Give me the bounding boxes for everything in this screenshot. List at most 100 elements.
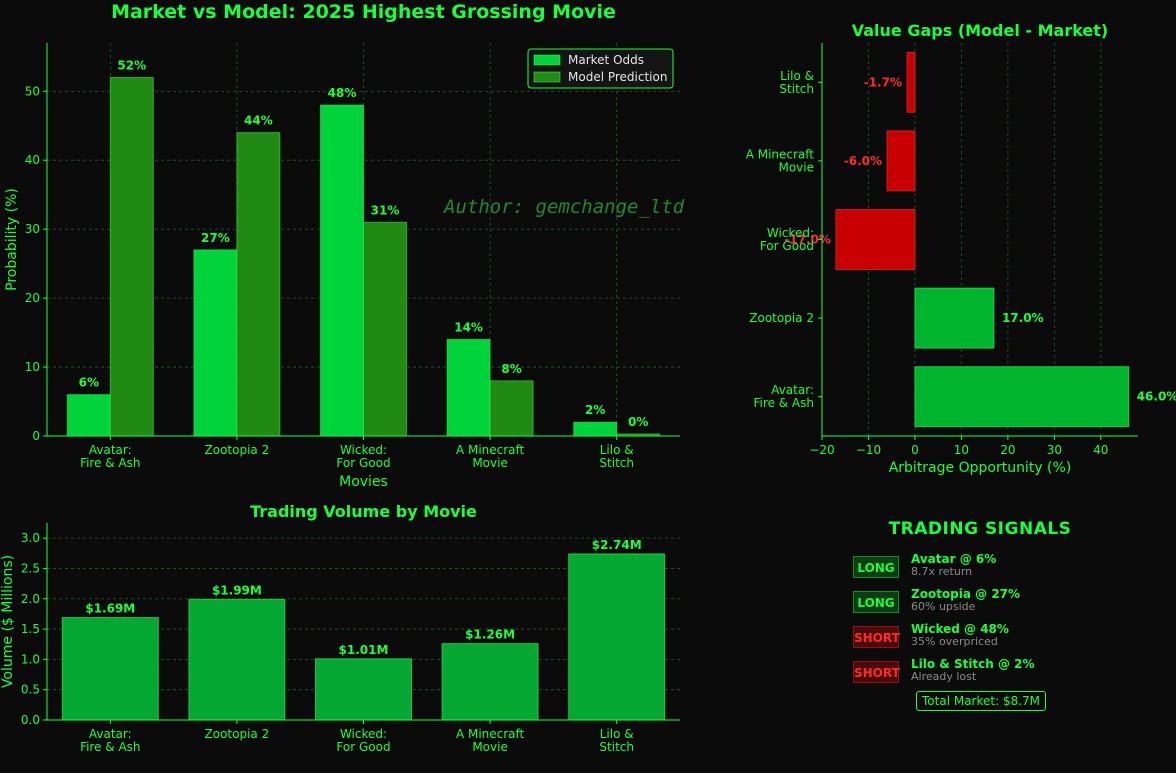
- x-tick-label: Zootopia 2: [205, 727, 270, 741]
- y-tick-label: 2.0: [21, 592, 40, 606]
- x-tick-label: Movie: [472, 456, 508, 470]
- y-axis-title: Volume ($ Millions): [0, 555, 16, 688]
- x-tick-label: A Minecraft: [456, 443, 525, 457]
- model-prediction-bar: [236, 132, 281, 437]
- signal-main: Avatar @ 6%: [911, 552, 997, 566]
- bar-value-label: 2%: [585, 403, 605, 417]
- market-odds-bar: [193, 249, 238, 437]
- chart-title: Trading Volume by Movie: [250, 502, 477, 521]
- x-tick-label: 20: [1000, 443, 1015, 457]
- volume-bar: [188, 598, 286, 721]
- x-tick-label: A Minecraft: [456, 727, 525, 741]
- market-odds-bar: [66, 394, 111, 437]
- trading-signals-title: TRADING SIGNALS: [888, 519, 1072, 539]
- volume-value-label: $2.74M: [592, 538, 642, 552]
- total-market: Total Market: $8.7M: [916, 691, 1047, 711]
- y-tick-label: 50: [25, 84, 40, 98]
- y-tick-label: 40: [25, 153, 40, 167]
- y-tick-label: 0.5: [21, 683, 40, 697]
- signal-row: LONG Zootopia @ 27% 60% upside: [853, 587, 1133, 616]
- y-tick-label: A Minecraft: [746, 147, 815, 161]
- y-tick-label: 1.5: [21, 622, 40, 636]
- volume-bar: [315, 658, 412, 721]
- signal-main: Lilo & Stitch @ 2%: [911, 657, 1035, 671]
- signal-sub: 35% overpriced: [911, 635, 998, 648]
- x-tick-label: For Good: [336, 456, 390, 470]
- x-tick-label: 0: [911, 443, 919, 457]
- x-tick-label: Fire & Ash: [80, 740, 140, 754]
- legend-swatch: [533, 54, 561, 66]
- bar-value-label: 48%: [328, 86, 357, 100]
- volume-value-label: $1.01M: [339, 643, 389, 657]
- bar-value-label: 0%: [628, 415, 648, 429]
- x-tick-label: Avatar:: [89, 443, 132, 457]
- y-tick-label: 3.0: [21, 531, 40, 545]
- legend-box: [527, 48, 674, 89]
- x-tick-label: Lilo &: [600, 727, 634, 741]
- bar-value-label: 27%: [201, 231, 230, 245]
- y-tick-label: Avatar:: [771, 383, 814, 397]
- volume-value-label: $1.69M: [85, 602, 135, 616]
- trading-signals-panel: TRADING SIGNALS LONG Avatar @ 6% 8.7x re…: [820, 515, 1140, 765]
- market-odds-bar: [320, 104, 364, 437]
- signal-row: SHORT Wicked @ 48% 35% overpriced: [853, 622, 1133, 651]
- volume-bar: [441, 643, 539, 721]
- signal-badge: SHORT: [853, 626, 900, 648]
- signal-sub: 60% upside: [911, 600, 976, 613]
- market-odds-bar: [573, 421, 618, 437]
- x-axis-title: Arbitrage Opportunity (%): [889, 460, 1072, 476]
- signal-badge: LONG: [853, 556, 899, 578]
- positive-gap-bar: [914, 287, 995, 349]
- y-tick-label: Lilo &: [780, 69, 814, 83]
- signal-sub: 8.7x return: [911, 565, 973, 578]
- negative-gap-bar: [906, 51, 916, 113]
- x-tick-label: Movie: [472, 740, 508, 754]
- positive-gap-bar: [914, 366, 1130, 428]
- y-tick-label: 1.0: [21, 652, 40, 666]
- y-axis-title: Probability (%): [4, 188, 20, 291]
- x-tick-label: Stitch: [599, 456, 634, 470]
- y-tick-label: Zootopia 2: [749, 311, 814, 325]
- volume-bar: [61, 617, 159, 721]
- y-tick-label: For Good: [760, 239, 814, 253]
- x-tick-label: Stitch: [599, 740, 634, 754]
- legend-swatch: [533, 71, 561, 83]
- chart-title: Market vs Model: 2025 Highest Grossing M…: [111, 1, 616, 23]
- signal-sub: Already lost: [911, 670, 977, 683]
- x-tick-label: Lilo &: [600, 443, 634, 457]
- bar-value-label: 6%: [79, 376, 99, 390]
- negative-gap-bar: [835, 209, 916, 270]
- y-tick-label: 20: [25, 291, 40, 305]
- x-tick-label: Fire & Ash: [80, 456, 140, 470]
- chart-title: Value Gaps (Model - Market): [852, 21, 1109, 40]
- bar-value-label: 8%: [501, 362, 521, 376]
- volume-value-label: $1.26M: [465, 628, 515, 642]
- author-watermark: Author: gemchange_ltd: [444, 196, 685, 218]
- y-tick-label: Stitch: [779, 82, 814, 96]
- gap-value-label: -6.0%: [844, 154, 882, 168]
- y-tick-label: 10: [25, 360, 40, 374]
- volume-value-label: $1.99M: [212, 583, 262, 597]
- y-tick-label: Movie: [778, 160, 814, 174]
- signal-row: SHORT Lilo & Stitch @ 2% Already lost: [853, 657, 1133, 686]
- gap-value-label: 46.0%: [1137, 390, 1176, 404]
- signal-badge: SHORT: [853, 661, 900, 683]
- y-tick-label: 0.0: [21, 713, 40, 727]
- bar-value-label: 14%: [454, 320, 483, 334]
- signal-main: Wicked @ 48%: [911, 622, 1009, 636]
- y-tick-label: Wicked:: [767, 226, 814, 240]
- signal-row: LONG Avatar @ 6% 8.7x return: [853, 552, 1133, 581]
- gap-value-label: -17.0%: [784, 233, 831, 247]
- x-tick-label: −10: [856, 443, 881, 457]
- model-prediction-bar: [489, 380, 534, 437]
- bar-value-label: 44%: [244, 114, 273, 128]
- model-prediction-bar: [363, 221, 407, 437]
- x-tick-label: Wicked:: [340, 443, 387, 457]
- negative-gap-bar: [886, 130, 916, 192]
- x-tick-label: Zootopia 2: [205, 443, 270, 457]
- x-tick-label: For Good: [336, 740, 390, 754]
- y-tick-label: 0: [32, 429, 40, 443]
- x-tick-label: Avatar:: [89, 727, 132, 741]
- market-odds-bar: [446, 338, 491, 437]
